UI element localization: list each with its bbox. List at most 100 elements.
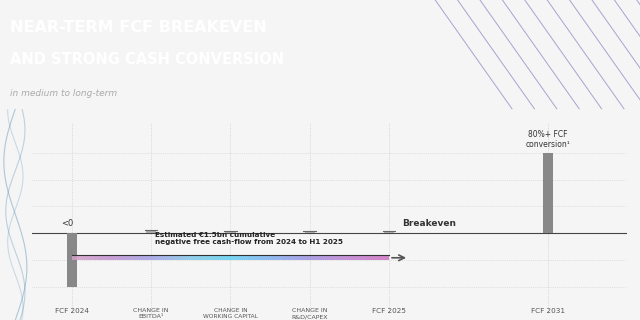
Text: CHANGE IN
WORKING CAPITAL
VARIATION & OTHER: CHANGE IN WORKING CAPITAL VARIATION & OT…: [200, 308, 260, 320]
Bar: [372, 255, 373, 260]
Bar: [335, 255, 337, 260]
Bar: [104, 255, 105, 260]
Bar: [324, 255, 326, 260]
Bar: [342, 255, 343, 260]
Bar: [254, 255, 256, 260]
Bar: [157, 255, 159, 260]
Bar: [67, 233, 77, 287]
Bar: [367, 255, 369, 260]
Bar: [202, 255, 204, 260]
Bar: [216, 255, 218, 260]
Bar: [156, 255, 157, 260]
Bar: [152, 255, 154, 260]
Text: Breakeven: Breakeven: [402, 219, 456, 228]
Bar: [246, 255, 248, 260]
Bar: [167, 255, 168, 260]
Bar: [243, 255, 244, 260]
Bar: [195, 255, 197, 260]
Bar: [177, 255, 178, 260]
Bar: [370, 255, 372, 260]
Bar: [256, 255, 257, 260]
Bar: [284, 255, 286, 260]
Bar: [337, 255, 339, 260]
Bar: [73, 255, 75, 260]
Bar: [141, 255, 143, 260]
Bar: [294, 255, 296, 260]
Bar: [84, 255, 86, 260]
Bar: [148, 255, 150, 260]
Bar: [297, 255, 299, 260]
Bar: [349, 255, 351, 260]
Bar: [280, 255, 281, 260]
Bar: [269, 255, 270, 260]
Bar: [323, 255, 324, 260]
Bar: [303, 255, 305, 260]
Bar: [183, 255, 184, 260]
Bar: [385, 255, 386, 260]
Bar: [270, 255, 271, 260]
Bar: [330, 255, 332, 260]
Bar: [129, 255, 131, 260]
Bar: [134, 255, 135, 260]
Bar: [339, 255, 340, 260]
Bar: [373, 255, 375, 260]
Bar: [348, 255, 349, 260]
Bar: [360, 255, 362, 260]
Bar: [327, 255, 329, 260]
Bar: [88, 255, 89, 260]
Bar: [100, 255, 102, 260]
Bar: [86, 255, 88, 260]
Bar: [319, 255, 321, 260]
Bar: [308, 255, 310, 260]
Bar: [89, 255, 91, 260]
Bar: [78, 255, 79, 260]
Bar: [214, 255, 216, 260]
Bar: [251, 255, 253, 260]
Bar: [333, 255, 335, 260]
Bar: [218, 255, 220, 260]
Bar: [305, 231, 315, 233]
Bar: [375, 255, 376, 260]
Bar: [259, 255, 260, 260]
Bar: [180, 255, 181, 260]
Bar: [357, 255, 359, 260]
Bar: [237, 255, 238, 260]
Bar: [369, 255, 370, 260]
Bar: [118, 255, 119, 260]
Bar: [365, 255, 367, 260]
Text: FCF 2025: FCF 2025: [372, 308, 406, 314]
Bar: [168, 255, 170, 260]
Bar: [197, 255, 198, 260]
Bar: [384, 231, 394, 233]
Bar: [302, 255, 303, 260]
Bar: [278, 255, 280, 260]
Bar: [76, 255, 78, 260]
Bar: [211, 255, 213, 260]
Text: Estimated €1.5bn cumulative
negative free cash-flow from 2024 to H1 2025: Estimated €1.5bn cumulative negative fre…: [155, 232, 343, 245]
Bar: [102, 255, 104, 260]
Text: 80%+ FCF
conversion¹: 80%+ FCF conversion¹: [525, 130, 570, 149]
Bar: [97, 255, 99, 260]
Bar: [119, 255, 121, 260]
Bar: [181, 255, 183, 260]
Bar: [230, 255, 232, 260]
Bar: [299, 255, 300, 260]
Bar: [223, 255, 224, 260]
Bar: [122, 255, 124, 260]
Text: FCF 2024: FCF 2024: [54, 308, 89, 314]
Bar: [137, 255, 138, 260]
Bar: [351, 255, 353, 260]
Bar: [194, 255, 195, 260]
Bar: [138, 255, 140, 260]
Bar: [140, 255, 141, 260]
Bar: [146, 230, 156, 233]
Bar: [241, 255, 243, 260]
Bar: [124, 255, 125, 260]
Bar: [248, 255, 250, 260]
Bar: [135, 255, 137, 260]
Bar: [188, 255, 189, 260]
Bar: [143, 255, 145, 260]
Bar: [543, 153, 553, 233]
Bar: [244, 255, 246, 260]
Bar: [316, 255, 317, 260]
